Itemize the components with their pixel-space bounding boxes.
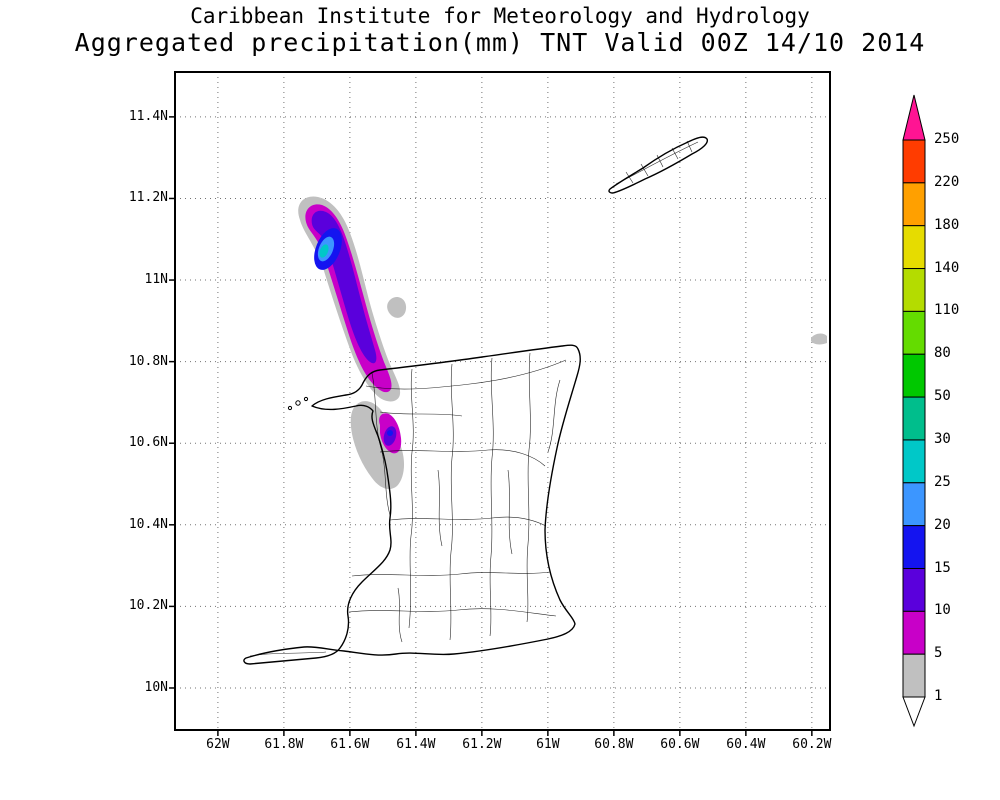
lon-tick-label: 60.2W [792,737,832,752]
colorbar-segment [902,610,926,655]
lat-tick-label: 10.4N [128,516,168,532]
precip-region-gte1mm [811,333,827,345]
colorbar-tick-label: 220 [934,173,960,190]
lon-tick-label: 60.6W [660,737,700,752]
lon-tick-label: 60.8W [594,737,634,752]
colorbar-tick-label: 80 [934,345,951,362]
colorbar-segment [902,139,926,184]
colorbar-segment [902,568,926,612]
bocas-islet [303,396,309,402]
precip-region-gte1mm [387,297,407,318]
lat-tick-label: 11.2N [128,190,168,206]
precip-cell-gte15mm [387,430,393,436]
precip-core-gte25mm [319,244,329,258]
colorbar-segment [902,396,926,441]
colorbar-tick-label: 50 [934,388,951,405]
district-boundaries [249,140,699,657]
colorbar-segment [902,525,926,570]
colorbar-arrow-top [902,94,926,141]
lat-tick-label: 10N [144,679,168,695]
lat-tick-label: 10.2N [128,598,168,614]
lon-tick-label: 61W [536,737,560,752]
colorbar-segment [902,353,926,398]
colorbar-tick-label: 250 [934,131,960,147]
lon-tick-label: 60.4W [726,737,766,752]
colorbar-segment [902,310,926,355]
colorbar-tick-label: 20 [934,516,951,533]
axis-ticks [169,116,813,736]
lat-tick-label: 11.4N [128,108,168,124]
colorbar-tick-label: 180 [934,216,960,233]
institute-title: Caribbean Institute for Meteorology and … [190,4,810,28]
lon-tick-label: 61.6W [330,737,370,752]
lat-tick-label: 10.6N [128,435,168,451]
colorbar-tick-label: 1 [934,688,943,705]
colorbar-segment [902,439,926,484]
bocas-islet [295,400,301,406]
colorbar-tick-label: 10 [934,602,951,619]
colorbar-segment [902,225,926,270]
lon-tick-label: 62W [206,737,230,752]
trinidad-island [243,344,581,665]
precipitation-shading [298,196,827,490]
colorbar-segment [902,482,926,527]
tobago-island [608,136,709,194]
colorbar-tick-label: 140 [934,259,960,276]
colorbar-tick-label: 15 [934,559,951,576]
colorbar-tick-label: 5 [934,645,943,662]
lon-tick-label: 61.2W [462,737,502,752]
colorbar-segment [902,182,926,227]
colorbar [902,94,926,728]
colorbar-tick-label: 110 [934,302,960,319]
colorbar-tick-label: 25 [934,473,951,490]
chart-title: Aggregated precipitation(mm) TNT Valid 0… [74,28,926,57]
colorbar-tick-label: 30 [934,430,951,447]
colorbar-segment [902,268,926,312]
precip-region-gte10mm [311,210,377,364]
bocas-islet [287,405,293,411]
lat-tick-label: 11N [144,272,168,288]
precip-region-gte1mm [350,401,405,490]
colorbar-arrow-bottom [902,696,926,728]
colorbar-segment [902,653,926,698]
plot-frame [174,71,831,731]
gridlines [175,72,830,730]
lat-tick-label: 10.8N [128,353,168,369]
lon-tick-label: 61.8W [264,737,304,752]
coastlines [243,136,709,665]
lon-tick-label: 61.4W [396,737,436,752]
